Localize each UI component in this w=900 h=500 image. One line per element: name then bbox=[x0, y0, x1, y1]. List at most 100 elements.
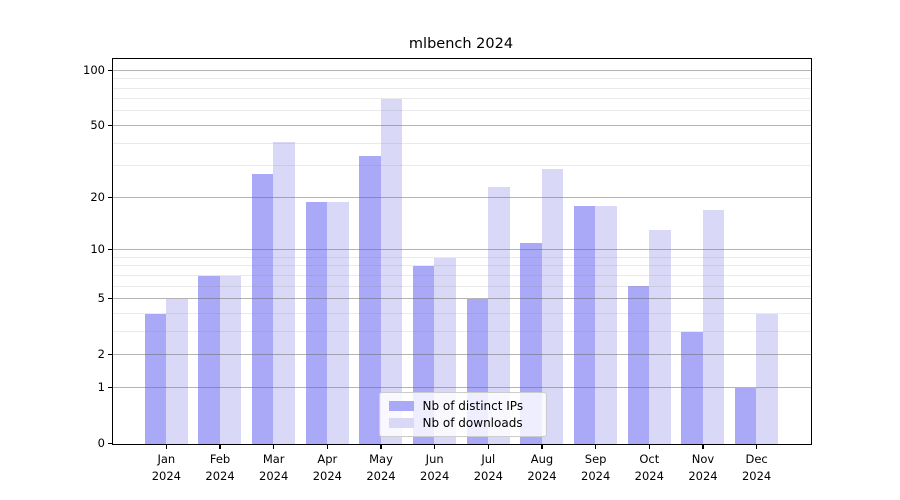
x-tick bbox=[219, 444, 221, 449]
x-tick-month: Jan bbox=[157, 452, 176, 466]
x-tick-label-Jul: Jul 2024 bbox=[456, 451, 520, 484]
chart-title: mlbench 2024 bbox=[408, 36, 514, 52]
y-tick-label: 20 bbox=[90, 189, 105, 204]
bar-distinct-ips-May bbox=[359, 156, 381, 444]
x-tick bbox=[273, 444, 275, 449]
x-tick-label-Nov: Nov 2024 bbox=[671, 451, 735, 484]
bar-downloads-Aug bbox=[541, 168, 564, 444]
x-tick-month: May bbox=[369, 452, 393, 466]
y-tick bbox=[108, 298, 113, 300]
x-tick-month: Feb bbox=[209, 452, 231, 466]
y-tick-label: 1 bbox=[97, 380, 105, 395]
x-tick bbox=[326, 444, 328, 449]
x-tick-month: Nov bbox=[691, 452, 715, 466]
y-tick bbox=[108, 443, 113, 445]
bar-downloads-May bbox=[380, 99, 403, 444]
x-tick-label-Sep: Sep 2024 bbox=[564, 451, 628, 484]
bar-downloads-Jul bbox=[488, 186, 510, 444]
y-tick bbox=[108, 249, 113, 251]
x-tick-year: 2024 bbox=[312, 468, 342, 483]
x-tick-year: 2024 bbox=[205, 468, 235, 483]
bar-downloads-Feb bbox=[219, 275, 242, 444]
x-tick-year: 2024 bbox=[527, 468, 557, 483]
x-tick-label-Aug: Aug 2024 bbox=[510, 451, 574, 484]
x-tick-label-Dec: Dec 2024 bbox=[725, 451, 789, 484]
gridline-minor bbox=[112, 330, 811, 332]
gridline-minor bbox=[112, 274, 811, 276]
legend-label: Nb of distinct IPs bbox=[422, 399, 524, 414]
x-tick-year: 2024 bbox=[688, 468, 718, 483]
bar-distinct-ips-Sep bbox=[574, 205, 596, 444]
x-tick-label-Jan: Jan 2024 bbox=[134, 451, 198, 484]
x-tick-month: Aug bbox=[530, 452, 554, 466]
y-tick bbox=[108, 196, 113, 198]
x-tick bbox=[756, 444, 758, 449]
legend-swatch bbox=[388, 401, 414, 412]
y-tick-label: 100 bbox=[83, 62, 105, 77]
bar-downloads-Sep bbox=[595, 205, 617, 444]
x-tick-label-Apr: Apr 2024 bbox=[295, 451, 359, 484]
gridline-minor bbox=[112, 98, 811, 100]
bar-downloads-Mar bbox=[273, 141, 295, 444]
x-tick-year: 2024 bbox=[581, 468, 611, 483]
x-tick-year: 2024 bbox=[151, 468, 181, 483]
x-tick-year: 2024 bbox=[259, 468, 289, 483]
y-tick-label: 5 bbox=[97, 291, 105, 306]
x-tick-month: Mar bbox=[262, 452, 285, 466]
legend-swatch bbox=[388, 417, 414, 428]
x-tick bbox=[487, 444, 489, 449]
x-tick-year: 2024 bbox=[366, 468, 396, 483]
gridline-major bbox=[112, 124, 811, 126]
gridline-major bbox=[112, 386, 811, 388]
x-tick-month: Oct bbox=[639, 452, 660, 466]
y-tick bbox=[108, 386, 113, 389]
legend: Nb of distinct IPs Nb of downloads bbox=[378, 391, 547, 437]
y-tick bbox=[108, 69, 113, 71]
x-tick bbox=[595, 444, 597, 449]
gridline-major bbox=[112, 196, 811, 198]
bar-distinct-ips-Mar bbox=[252, 174, 274, 444]
x-tick-year: 2024 bbox=[473, 468, 503, 483]
x-tick-label-Feb: Feb 2024 bbox=[188, 451, 252, 484]
y-tick-label: 0 bbox=[97, 436, 105, 451]
x-tick-label-May: May 2024 bbox=[349, 451, 413, 484]
y-tick-label: 50 bbox=[90, 118, 105, 133]
gridline-major bbox=[112, 69, 811, 71]
bar-downloads-Apr bbox=[327, 201, 349, 444]
gridline-minor bbox=[112, 142, 811, 144]
bar-downloads-Nov bbox=[702, 210, 725, 444]
bar-distinct-ips-Dec bbox=[735, 387, 757, 444]
x-tick bbox=[380, 444, 382, 449]
x-tick bbox=[702, 444, 704, 449]
bar-downloads-Jan bbox=[166, 298, 188, 444]
gridline-minor bbox=[112, 78, 811, 80]
x-tick-label-Mar: Mar 2024 bbox=[242, 451, 306, 484]
x-tick-month: Apr bbox=[317, 452, 338, 466]
bar-distinct-ips-Jan bbox=[144, 313, 167, 444]
gridline-major bbox=[112, 248, 811, 250]
y-tick bbox=[108, 125, 113, 127]
gridline-minor bbox=[112, 265, 811, 267]
gridline-minor bbox=[112, 165, 811, 167]
y-tick bbox=[108, 354, 113, 356]
x-tick-month: Dec bbox=[745, 452, 768, 466]
x-tick bbox=[165, 444, 167, 449]
gridline-minor bbox=[112, 312, 811, 314]
gridline-major bbox=[112, 354, 811, 356]
x-tick-year: 2024 bbox=[634, 468, 664, 483]
gridline-minor bbox=[112, 256, 811, 258]
gridline-minor bbox=[112, 285, 811, 287]
bar-distinct-ips-Oct bbox=[627, 286, 650, 444]
gridline-minor bbox=[112, 110, 811, 112]
bar-downloads-Oct bbox=[649, 230, 671, 444]
x-tick-year: 2024 bbox=[420, 468, 450, 483]
bar-downloads-Dec bbox=[756, 313, 778, 444]
y-tick-label: 10 bbox=[90, 242, 105, 257]
plot-area: Nb of distinct IPs Nb of downloads bbox=[111, 57, 812, 445]
legend-label: Nb of downloads bbox=[422, 415, 523, 430]
x-tick-label-Oct: Oct 2024 bbox=[617, 451, 681, 484]
legend-item-downloads: Nb of downloads bbox=[388, 414, 538, 431]
x-tick bbox=[648, 444, 650, 449]
x-tick bbox=[541, 444, 543, 449]
